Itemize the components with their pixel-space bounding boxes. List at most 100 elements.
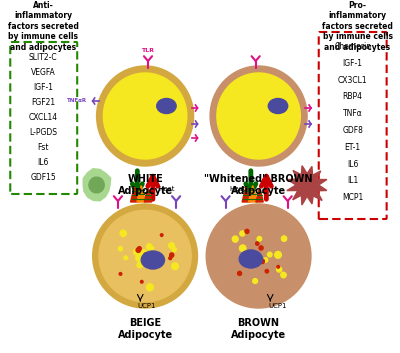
- Text: RBP4: RBP4: [343, 92, 363, 101]
- Text: SLIT2-C: SLIT2-C: [29, 53, 58, 62]
- Circle shape: [240, 231, 245, 236]
- Circle shape: [282, 236, 287, 241]
- Ellipse shape: [210, 66, 307, 166]
- Circle shape: [255, 253, 262, 260]
- Text: UCP1: UCP1: [137, 303, 156, 309]
- Circle shape: [256, 242, 259, 245]
- Polygon shape: [248, 185, 257, 202]
- Text: IGF-1: IGF-1: [343, 59, 363, 68]
- Text: WHITE
Adipocyte: WHITE Adipocyte: [118, 174, 173, 196]
- Circle shape: [118, 247, 122, 251]
- Ellipse shape: [96, 66, 194, 166]
- Circle shape: [169, 243, 174, 249]
- Ellipse shape: [217, 73, 300, 159]
- Text: IL6: IL6: [347, 160, 358, 169]
- Ellipse shape: [212, 210, 305, 302]
- Circle shape: [144, 253, 147, 256]
- Circle shape: [172, 263, 178, 270]
- Circle shape: [259, 246, 263, 250]
- Circle shape: [124, 256, 128, 259]
- Text: BROWN
Adipocyte: BROWN Adipocyte: [231, 318, 286, 340]
- Circle shape: [146, 260, 150, 264]
- Text: Heat: Heat: [230, 186, 246, 192]
- Polygon shape: [83, 169, 111, 201]
- Circle shape: [257, 237, 262, 241]
- Text: Pro-
inflammatory
factors secreted
by immune cells
and adipocytes: Pro- inflammatory factors secreted by im…: [322, 1, 393, 52]
- Circle shape: [253, 279, 258, 283]
- Ellipse shape: [106, 75, 181, 153]
- Polygon shape: [287, 166, 327, 205]
- Circle shape: [141, 253, 148, 261]
- Circle shape: [139, 252, 144, 257]
- Circle shape: [265, 270, 268, 273]
- Ellipse shape: [206, 204, 311, 308]
- Circle shape: [146, 244, 152, 250]
- Ellipse shape: [99, 210, 191, 302]
- Circle shape: [268, 252, 272, 257]
- Ellipse shape: [93, 204, 198, 308]
- Ellipse shape: [268, 98, 288, 114]
- Text: Anti-
inflammatory
factors secreted
by immune cells
and adipocytes: Anti- inflammatory factors secreted by i…: [8, 1, 79, 52]
- Circle shape: [275, 251, 281, 258]
- Text: TNFα: TNFα: [343, 109, 362, 118]
- Circle shape: [141, 250, 147, 256]
- Circle shape: [120, 230, 126, 237]
- Circle shape: [277, 267, 282, 272]
- Text: IL6: IL6: [38, 158, 49, 167]
- Ellipse shape: [239, 250, 262, 268]
- Circle shape: [277, 265, 280, 268]
- Text: Chemerin: Chemerin: [334, 42, 371, 51]
- Text: Heat: Heat: [159, 186, 175, 192]
- Text: IGF-1: IGF-1: [33, 83, 53, 92]
- Circle shape: [263, 258, 268, 262]
- Ellipse shape: [141, 251, 164, 269]
- Circle shape: [258, 255, 261, 259]
- Circle shape: [160, 234, 163, 237]
- Polygon shape: [242, 187, 250, 202]
- Text: FGF21: FGF21: [31, 98, 55, 107]
- Text: CXCL14: CXCL14: [29, 113, 58, 122]
- Polygon shape: [89, 177, 104, 193]
- Polygon shape: [256, 188, 263, 202]
- Circle shape: [134, 249, 139, 255]
- Ellipse shape: [103, 73, 187, 159]
- Circle shape: [146, 284, 153, 291]
- Circle shape: [119, 273, 122, 275]
- Text: Fst: Fst: [38, 143, 49, 152]
- Text: TLR: TLR: [142, 48, 154, 53]
- Text: ET-1: ET-1: [345, 143, 361, 152]
- Circle shape: [149, 246, 154, 251]
- Ellipse shape: [157, 98, 176, 114]
- Circle shape: [139, 257, 143, 261]
- Circle shape: [170, 253, 174, 257]
- Circle shape: [136, 254, 143, 262]
- Text: GDF15: GDF15: [30, 173, 56, 182]
- Circle shape: [260, 259, 264, 264]
- Circle shape: [137, 262, 142, 268]
- Text: CX3CL1: CX3CL1: [338, 76, 368, 85]
- Text: BEIGE
Adipocyte: BEIGE Adipocyte: [118, 318, 173, 340]
- Circle shape: [238, 271, 242, 275]
- Polygon shape: [130, 187, 138, 202]
- Circle shape: [281, 272, 286, 278]
- Polygon shape: [137, 185, 146, 202]
- Ellipse shape: [220, 76, 294, 152]
- Circle shape: [169, 257, 172, 260]
- Text: L-PGDS: L-PGDS: [29, 128, 57, 137]
- Circle shape: [240, 245, 246, 252]
- Text: "Whitened" BROWN
Adipocyte: "Whitened" BROWN Adipocyte: [204, 174, 313, 196]
- Text: VEGFA: VEGFA: [31, 68, 56, 77]
- Text: MCP1: MCP1: [342, 193, 363, 202]
- Circle shape: [245, 229, 249, 233]
- Polygon shape: [144, 188, 152, 202]
- Circle shape: [256, 255, 262, 261]
- Text: GDF8: GDF8: [342, 126, 363, 135]
- Circle shape: [140, 280, 143, 283]
- Circle shape: [136, 248, 140, 252]
- Text: TNFαR: TNFαR: [67, 98, 87, 103]
- Circle shape: [139, 258, 142, 262]
- Text: UCP1: UCP1: [268, 303, 287, 309]
- Text: IL1: IL1: [347, 176, 358, 185]
- Circle shape: [138, 247, 141, 251]
- Circle shape: [172, 247, 176, 252]
